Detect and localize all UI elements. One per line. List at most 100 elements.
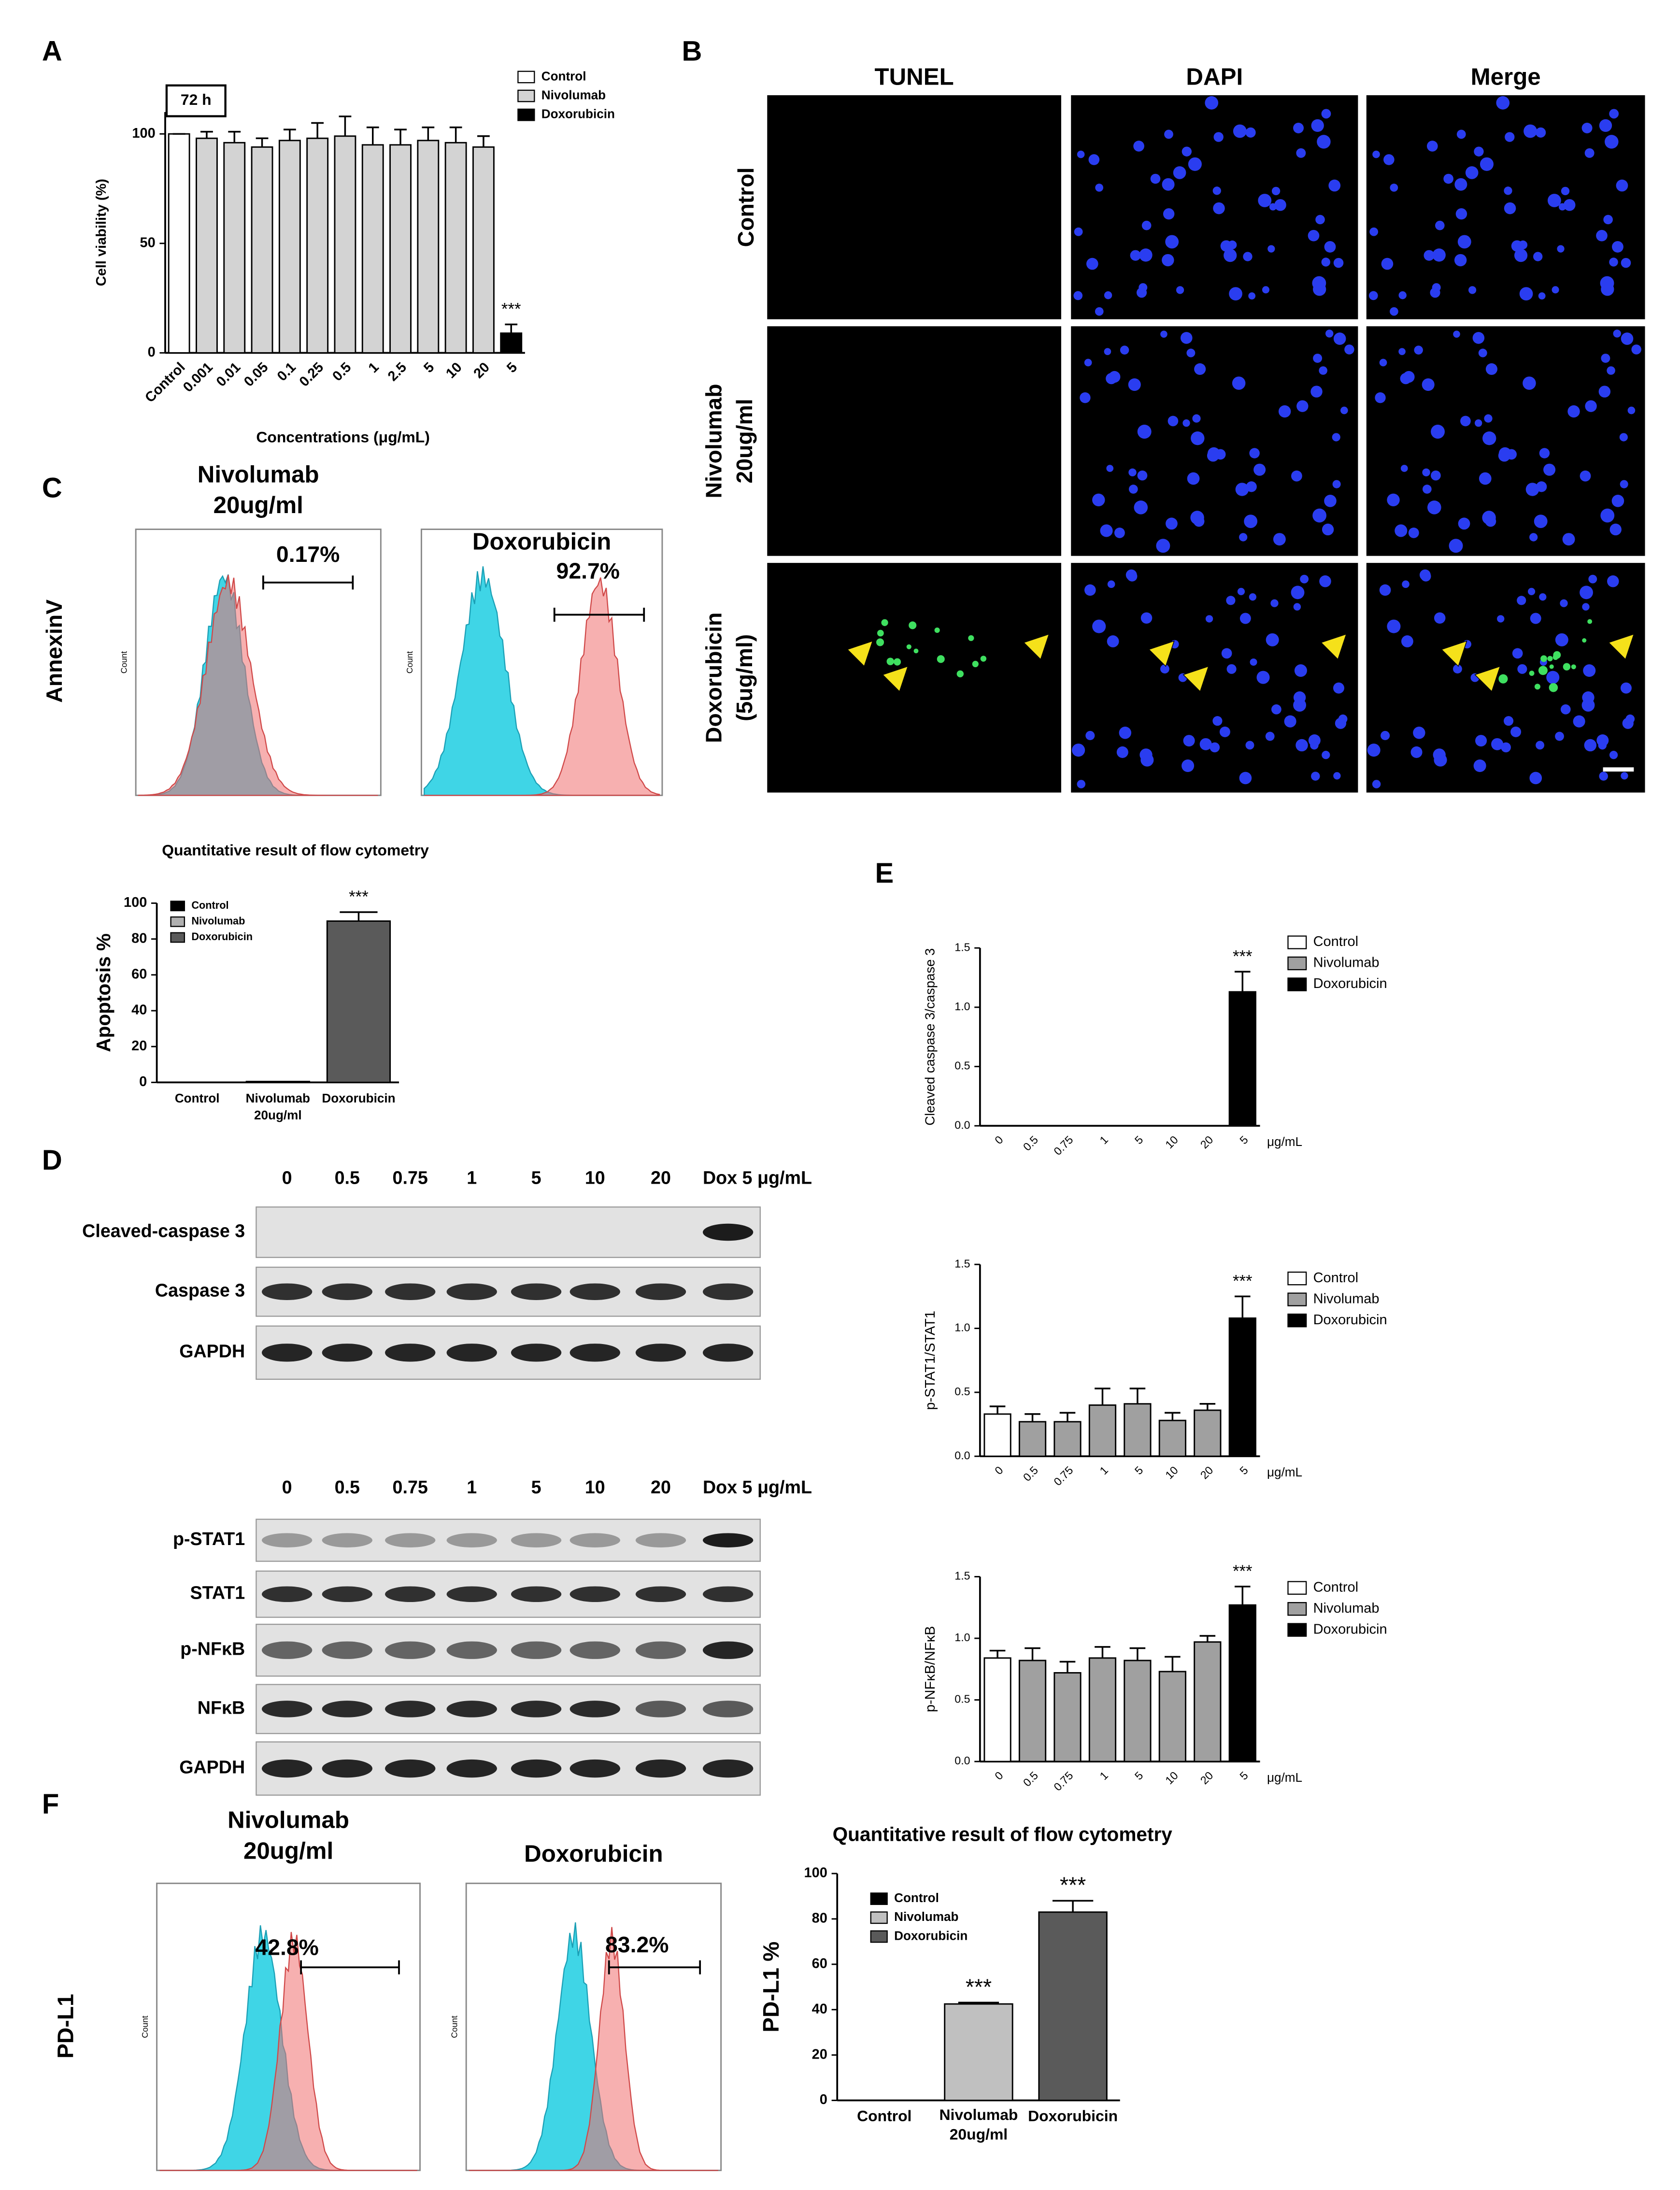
nucleus — [1514, 249, 1528, 262]
histogram-treated — [138, 574, 378, 796]
panel-letter: F — [42, 1789, 59, 1820]
nucleus — [1140, 753, 1154, 767]
nucleus — [1552, 286, 1559, 294]
nucleus — [1580, 586, 1593, 600]
nucleus — [1408, 527, 1419, 538]
nucleus — [1560, 599, 1568, 607]
nucleus — [1150, 173, 1161, 184]
tunel-signal — [1587, 619, 1593, 624]
nucleus — [1454, 254, 1467, 267]
nucleus — [1266, 633, 1279, 646]
error-bar — [1025, 1413, 1040, 1422]
y-axis-label: PD-L1 % — [758, 1942, 783, 2033]
histogram-treated — [469, 1927, 718, 2171]
tunel-signal — [1538, 666, 1548, 675]
arrowhead — [1023, 633, 1050, 660]
nucleus — [1199, 738, 1212, 750]
nucleus — [1239, 533, 1248, 542]
nucleus — [1194, 363, 1206, 375]
x-tick-label: 1 — [1097, 1133, 1110, 1146]
nucleus — [1431, 470, 1441, 481]
bar — [944, 2003, 1013, 2101]
band — [385, 1759, 436, 1778]
nucleus — [1245, 741, 1254, 750]
nucleus — [1267, 245, 1275, 253]
nucleus — [1130, 250, 1141, 261]
nucleus — [1258, 194, 1272, 207]
blot-label: STAT1 — [190, 1583, 245, 1603]
band — [322, 1533, 372, 1547]
y-tick-label: 1.0 — [954, 1631, 970, 1644]
nucleus — [1543, 463, 1556, 476]
bar — [326, 920, 391, 1083]
band — [446, 1759, 497, 1778]
nucleus — [1474, 419, 1482, 427]
nucleus — [1555, 633, 1568, 646]
bar — [983, 1413, 1011, 1457]
error-bar — [339, 115, 352, 136]
band — [385, 1701, 436, 1718]
legend-label: Nivolumab — [191, 915, 245, 927]
nucleus — [1186, 348, 1196, 358]
nucleus — [1300, 574, 1309, 584]
nucleus — [1599, 119, 1612, 132]
x-tick-label: 0 — [992, 1769, 1005, 1783]
nucleus — [1573, 715, 1585, 728]
blot-label: Cleaved-caspase 3 — [82, 1220, 245, 1241]
nucleus — [1213, 132, 1224, 142]
band — [261, 1641, 313, 1659]
nucleus — [1453, 330, 1460, 338]
nucleus — [1455, 208, 1467, 220]
x-tick-label: 5 — [421, 359, 437, 376]
band — [261, 1533, 313, 1547]
nucleus — [1162, 254, 1174, 267]
legend-swatch — [870, 1930, 888, 1943]
nucleus — [1504, 202, 1516, 215]
band — [385, 1283, 436, 1300]
error-bar — [1095, 1388, 1111, 1405]
y-tick-label: 80 — [131, 930, 147, 946]
bar — [251, 146, 273, 354]
nucleus — [1229, 287, 1242, 301]
error-bar — [1129, 1647, 1146, 1660]
micrograph — [1071, 563, 1358, 793]
nucleus — [1187, 472, 1200, 485]
histogram-title: 20ug/ml — [214, 492, 303, 518]
nucleus — [1133, 141, 1144, 152]
y-axis-label: Cleaved caspase 3/caspase 3 — [923, 948, 938, 1126]
nucleus — [1517, 664, 1527, 674]
nucleus — [1182, 759, 1195, 773]
band — [322, 1759, 372, 1778]
nucleus — [1173, 166, 1186, 179]
y-tick-label: 60 — [131, 966, 147, 982]
histogram-y-label-group: Count — [405, 651, 414, 674]
lane-label: 0.75 — [393, 1477, 428, 1497]
bar — [1038, 1911, 1108, 2101]
band — [635, 1344, 686, 1362]
x-tick-label: 1 — [1097, 1769, 1110, 1783]
x-tick-label: Control — [857, 2107, 911, 2125]
tunel-signal — [1553, 651, 1561, 659]
tunel-signal — [956, 670, 964, 677]
error-bar — [311, 122, 324, 139]
x-tick-label: Doxorubicin — [1028, 2107, 1118, 2125]
arrowhead — [1148, 640, 1175, 667]
gate-bracket — [262, 575, 354, 590]
arrowhead — [882, 666, 909, 692]
nucleus — [1588, 574, 1597, 584]
micrograph — [767, 563, 1061, 793]
band — [446, 1641, 497, 1659]
histogram-title: 20ug/ml — [243, 1838, 333, 1864]
band — [511, 1641, 562, 1659]
nucleus — [1414, 345, 1423, 355]
tunel-signal — [1498, 674, 1508, 684]
nucleus — [1310, 741, 1319, 750]
y-tick-label: 0 — [820, 2092, 827, 2107]
nucleus — [1188, 157, 1202, 171]
tunel-signal — [1534, 684, 1540, 690]
lane-label: 0.75 — [393, 1167, 428, 1188]
band — [446, 1701, 497, 1718]
nucleus — [1598, 741, 1607, 750]
significance: *** — [1233, 1562, 1253, 1581]
bar — [1228, 991, 1256, 1127]
